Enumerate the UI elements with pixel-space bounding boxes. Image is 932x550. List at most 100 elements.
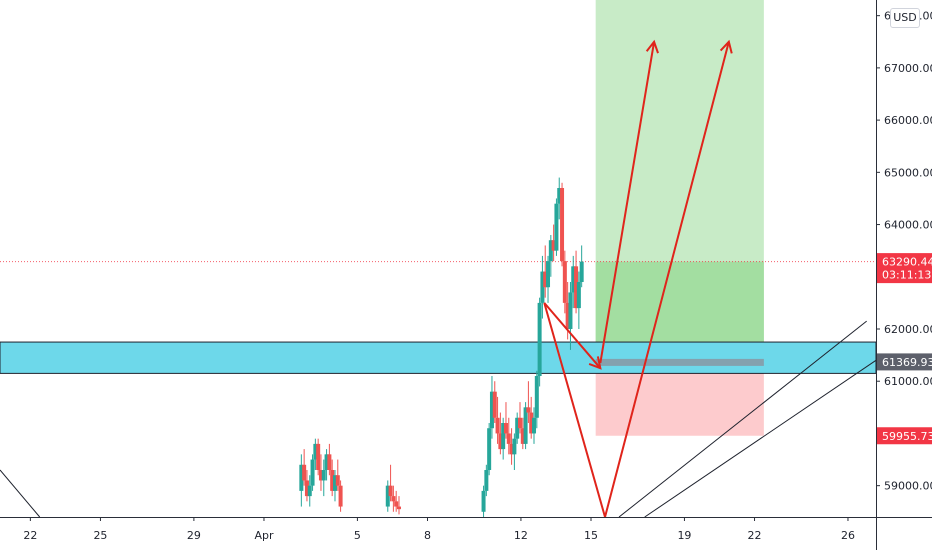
arrow-target-1-head	[645, 39, 659, 54]
candle	[313, 438, 318, 470]
candle-body	[299, 464, 304, 491]
candle-body	[394, 501, 399, 507]
candle	[299, 454, 304, 507]
entry-price-tag-bg	[877, 353, 932, 371]
candle-body	[517, 417, 522, 429]
candle-body	[310, 459, 315, 486]
candle-body	[512, 438, 517, 455]
candle	[540, 255, 545, 319]
candle	[557, 177, 562, 220]
x-tick-label: Apr	[254, 529, 274, 542]
candle-body	[540, 271, 545, 303]
candle-body	[543, 271, 548, 288]
candle	[501, 417, 506, 460]
candle-body	[489, 391, 494, 429]
candle-body	[576, 282, 581, 309]
last-price-tag: 63290.44	[882, 256, 932, 269]
candle	[385, 480, 390, 512]
candle	[515, 412, 520, 444]
x-tick-label: 19	[677, 529, 691, 542]
currency-badge[interactable]: USD	[890, 8, 920, 28]
candle	[537, 297, 542, 387]
y-tick-label: 61000.00	[884, 375, 932, 388]
last-price-tag-countdown: 03:11:13	[882, 269, 931, 282]
candle	[396, 496, 401, 515]
candle	[520, 417, 525, 450]
candle	[526, 381, 531, 423]
candle	[529, 396, 534, 439]
y-tick-label: 67000.00	[884, 62, 932, 75]
arrow-target-2-head	[719, 39, 733, 54]
candle	[512, 433, 517, 470]
candle	[560, 182, 565, 267]
candle	[324, 449, 329, 481]
x-tick-label: 12	[514, 529, 528, 542]
candle	[394, 490, 399, 512]
candle	[579, 245, 584, 288]
x-tick-label: 22	[23, 529, 37, 542]
trendline-right-2	[644, 359, 877, 518]
candle-body	[498, 433, 503, 450]
time-axis-bg	[0, 517, 932, 550]
candle-body	[515, 417, 520, 439]
candle-body	[487, 428, 492, 470]
candle-body	[330, 470, 335, 491]
candle-body	[324, 454, 329, 470]
candle	[484, 464, 489, 497]
zones-layer	[0, 0, 877, 436]
candle	[498, 412, 503, 455]
candle	[562, 250, 567, 314]
candle	[517, 402, 522, 434]
candle-body	[534, 376, 539, 418]
x-tick-label: 29	[187, 529, 201, 542]
candle-body	[501, 423, 506, 450]
candle-body	[571, 266, 576, 293]
candle-body	[321, 470, 326, 481]
y-tick-label: 65000.00	[884, 166, 932, 179]
candle	[548, 235, 553, 277]
drop-line	[543, 302, 606, 518]
candle-body	[318, 470, 323, 481]
candle-body	[307, 485, 312, 497]
candle	[481, 485, 486, 517]
candle	[523, 402, 528, 450]
drawings-layer	[0, 39, 877, 518]
candle	[489, 376, 494, 439]
candle-body	[554, 203, 559, 251]
candle-body	[316, 443, 321, 470]
candle-body	[546, 261, 551, 288]
candle	[509, 428, 514, 465]
arrow-to-support	[543, 302, 602, 369]
loss-zone	[595, 361, 764, 436]
candle-body	[302, 464, 307, 481]
candle-body	[537, 302, 542, 376]
candle-body	[304, 480, 309, 497]
candle	[506, 417, 511, 455]
candle-body	[503, 423, 508, 434]
candle-body	[338, 485, 343, 507]
candle	[571, 255, 576, 309]
candle	[503, 402, 508, 439]
candle	[338, 480, 343, 512]
stop-price-tag: 59955.73	[882, 430, 932, 443]
stop-price-tag-bg	[877, 427, 932, 445]
candle-body	[520, 428, 525, 444]
x-tick-label: 5	[354, 529, 361, 542]
candle-body	[562, 261, 567, 303]
candle	[532, 407, 537, 444]
candle-body	[335, 475, 340, 486]
candle-body	[532, 417, 537, 434]
candle-body	[579, 261, 584, 282]
candle-body	[523, 407, 528, 444]
arrow-to-support-head	[588, 356, 602, 370]
arrow-target-1	[599, 41, 656, 364]
candle-body	[551, 240, 556, 251]
candle-body	[557, 188, 562, 204]
candle	[332, 470, 337, 502]
candle-body	[548, 240, 553, 262]
candle-body	[495, 417, 500, 434]
candle-body	[568, 292, 573, 329]
candle	[330, 459, 335, 497]
candle-body	[560, 188, 565, 262]
